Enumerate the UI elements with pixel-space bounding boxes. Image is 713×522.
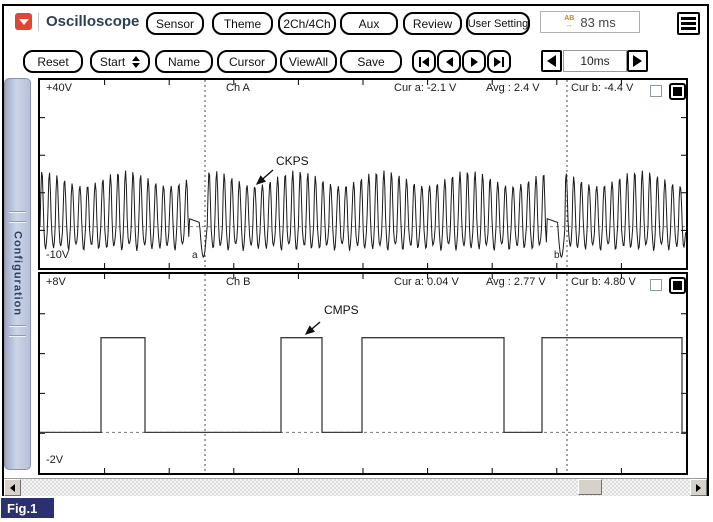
tab-grip [9, 221, 26, 224]
channel-a-cursor-a-value: Cur a: -2.1 V [394, 82, 457, 94]
left-arrow-icon [547, 55, 556, 67]
ckps-annotation-label: CKPS [276, 154, 309, 168]
tab-grip [9, 324, 26, 327]
timebase-field[interactable]: 10ms [563, 50, 627, 72]
channel-b-waveform-svg [40, 274, 686, 473]
channel-b-cursor-a-value: Cur a: 0.04 V [394, 276, 459, 288]
menu-icon[interactable] [677, 12, 700, 35]
step-forward-button[interactable] [462, 50, 486, 73]
aux-button[interactable]: Aux [340, 12, 398, 35]
start-button[interactable]: Start [90, 50, 150, 73]
save-button[interactable]: Save [340, 50, 402, 73]
channel-a-cursor-b-value: Cur b: -4.4 V [571, 82, 634, 94]
sensor-button[interactable]: Sensor [146, 12, 204, 35]
channel-b-name: Ch B [226, 276, 251, 288]
timebase-decrease-button[interactable] [541, 50, 562, 72]
ckps-annotation-arrow [255, 169, 274, 185]
left-arrow-icon [10, 483, 15, 492]
ab-cursor-time-icon: AB ↔ [564, 15, 575, 29]
user-setting-button[interactable]: User Setting [466, 12, 530, 35]
ckps-waveform [40, 170, 686, 259]
channel-b-avg-value: Avg : 2.77 V [486, 276, 546, 288]
timebase-increase-button[interactable] [627, 50, 648, 72]
channel-a-plot[interactable]: +40V Ch A Cur a: -2.1 V Avg : 2.4 V Cur … [38, 78, 688, 270]
channel-b-plot[interactable]: +8V Ch B Cur a: 0.04 V Avg : 2.77 V Cur … [38, 272, 688, 475]
skip-start-icon [422, 56, 429, 67]
configuration-tab-label: Configuration [11, 231, 24, 317]
channel-b-checkbox[interactable] [650, 279, 662, 291]
right-arrow-icon [633, 55, 642, 67]
app-icon[interactable] [15, 13, 32, 30]
skip-end-icon [494, 56, 501, 67]
cursor-a-label: a [192, 250, 198, 261]
ab-time-value: 83 ms [580, 14, 616, 30]
chevron-down-icon [18, 18, 29, 25]
step-back-button[interactable] [437, 50, 461, 73]
channel-a-color-button[interactable] [669, 83, 686, 100]
name-button[interactable]: Name [155, 50, 213, 73]
right-arrow-icon [696, 483, 701, 492]
cmps-annotation-label: CMPS [324, 303, 359, 317]
viewall-button[interactable]: ViewAll [280, 50, 337, 73]
channel-b-color-button[interactable] [669, 277, 686, 294]
configuration-tab[interactable]: Configuration [4, 78, 31, 470]
page-title: Oscilloscope [46, 13, 140, 30]
tab-grip [9, 211, 26, 214]
scrollbar-thumb[interactable] [578, 479, 602, 495]
tab-grip [9, 334, 26, 337]
title-divider [38, 13, 39, 31]
theme-button[interactable]: Theme [212, 12, 273, 35]
channel-b-vmax-label: +8V [46, 276, 66, 288]
skip-start-button[interactable] [412, 50, 436, 73]
cursor-b-label: b [554, 250, 560, 261]
step-forward-icon [470, 56, 478, 67]
channel-a-vmax-label: +40V [46, 82, 72, 94]
step-back-icon [445, 56, 453, 67]
channel-a-vmin-label: -10V [46, 249, 70, 261]
cmps-annotation-arrow [304, 321, 321, 335]
horizontal-scrollbar[interactable] [4, 478, 707, 496]
channel-a-checkbox[interactable] [650, 85, 662, 97]
channel-b-vmin-label: -2V [46, 454, 64, 466]
cmps-waveform [40, 337, 686, 434]
channel-a-avg-value: Avg : 2.4 V [486, 82, 540, 94]
grid-ticks [40, 80, 686, 268]
figure-label: Fig.1 [1, 498, 54, 518]
ab-time-display: AB ↔ 83 ms [540, 11, 640, 33]
cursor-button[interactable]: Cursor [217, 50, 277, 73]
reset-button[interactable]: Reset [23, 50, 83, 73]
channel-a-waveform-svg [40, 80, 686, 268]
channel-mode-button[interactable]: 2Ch/4Ch [278, 12, 336, 35]
grid-ticks [40, 274, 686, 473]
channel-b-cursor-b-value: Cur b: 4.80 V [571, 276, 636, 288]
start-spinner-icon[interactable] [132, 55, 141, 68]
scroll-left-button[interactable] [4, 479, 21, 496]
review-button[interactable]: Review [403, 12, 462, 35]
skip-end-button[interactable] [487, 50, 511, 73]
scroll-right-button[interactable] [690, 479, 707, 496]
channel-a-name: Ch A [226, 82, 250, 94]
